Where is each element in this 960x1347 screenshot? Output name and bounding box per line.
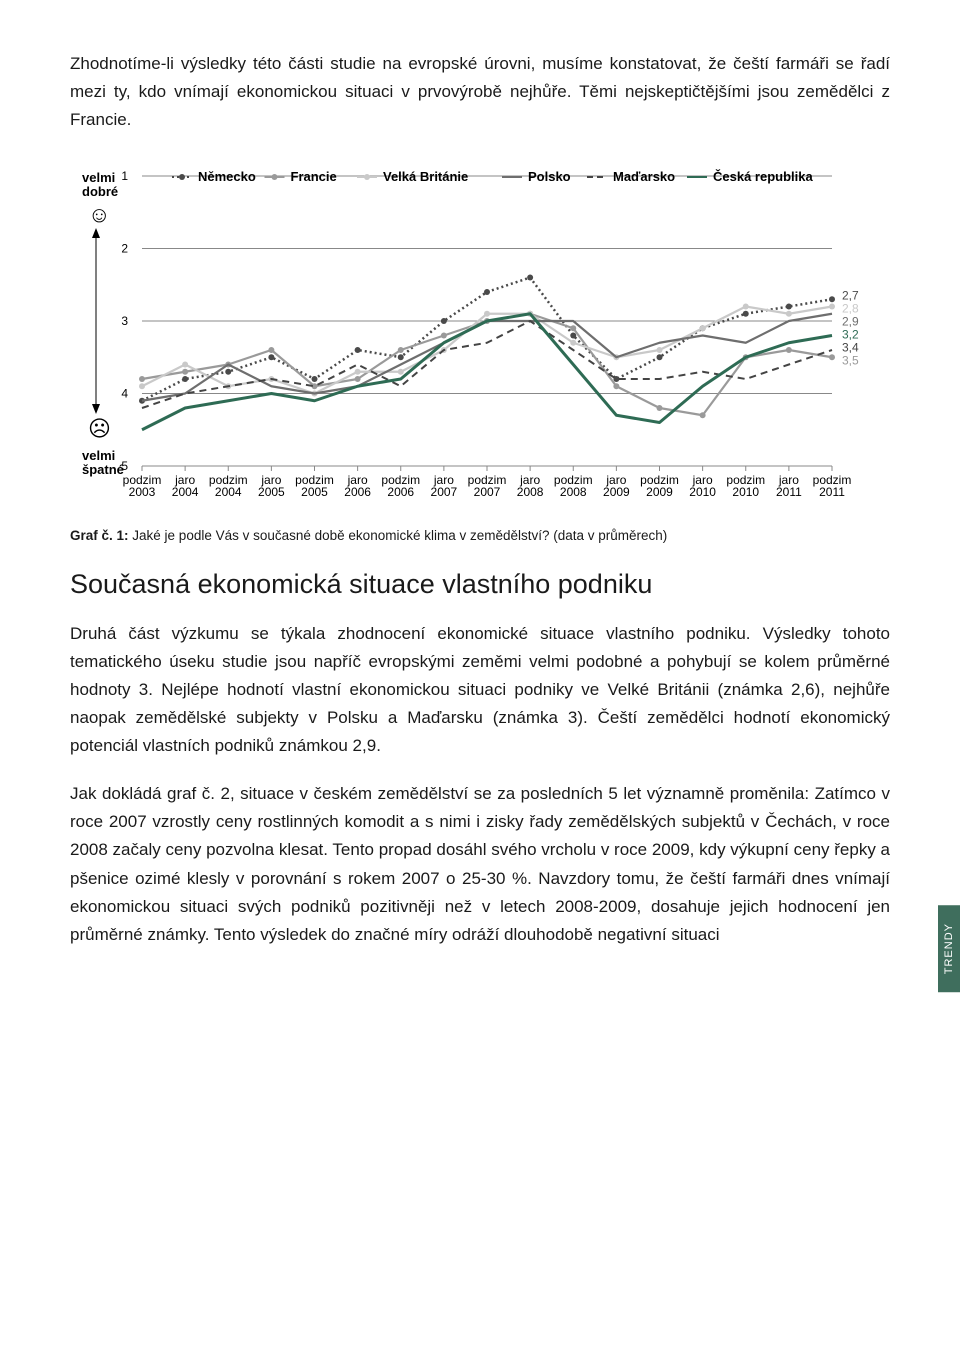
svg-text:dobré: dobré bbox=[82, 184, 118, 199]
svg-text:2005: 2005 bbox=[301, 485, 328, 499]
svg-text:Maďarsko: Maďarsko bbox=[613, 169, 675, 184]
caption-bold: Graf č. 1: bbox=[70, 528, 129, 543]
svg-text:2: 2 bbox=[121, 242, 128, 256]
svg-text:2009: 2009 bbox=[646, 485, 673, 499]
svg-text:2008: 2008 bbox=[560, 485, 587, 499]
svg-text:3,5: 3,5 bbox=[842, 353, 859, 367]
svg-text:1: 1 bbox=[121, 169, 128, 183]
svg-text:Francie: Francie bbox=[291, 169, 337, 184]
svg-text:5: 5 bbox=[121, 459, 128, 473]
svg-text:2007: 2007 bbox=[474, 485, 501, 499]
svg-text:4: 4 bbox=[121, 387, 128, 401]
svg-text:2010: 2010 bbox=[689, 485, 716, 499]
svg-text:☺: ☺ bbox=[88, 202, 110, 227]
intro-paragraph: Zhodnotíme-li výsledky této části studie… bbox=[70, 50, 890, 134]
svg-text:2011: 2011 bbox=[819, 485, 845, 499]
svg-text:2,9: 2,9 bbox=[842, 314, 859, 328]
svg-text:2010: 2010 bbox=[732, 485, 759, 499]
svg-text:2,8: 2,8 bbox=[842, 301, 859, 315]
svg-text:2006: 2006 bbox=[344, 485, 371, 499]
svg-text:Polsko: Polsko bbox=[528, 169, 571, 184]
svg-text:2006: 2006 bbox=[387, 485, 414, 499]
svg-text:2011: 2011 bbox=[776, 485, 802, 499]
svg-text:3,2: 3,2 bbox=[842, 327, 859, 341]
svg-text:2007: 2007 bbox=[431, 485, 458, 499]
svg-text:3,4: 3,4 bbox=[842, 340, 859, 354]
paragraph-3: Jak dokládá graf č. 2, situace v českém … bbox=[70, 780, 890, 948]
svg-text:2,7: 2,7 bbox=[842, 288, 859, 302]
svg-text:velmi: velmi bbox=[82, 448, 115, 463]
chart-svg: velmidobré☺☹velmišpatné12345podzim2003ja… bbox=[70, 158, 890, 518]
chart-caption: Graf č. 1: Jaké je podle Vás v současné … bbox=[70, 528, 890, 543]
side-tab-trendy: TRENDY bbox=[938, 905, 960, 992]
svg-text:3: 3 bbox=[121, 314, 128, 328]
section-heading: Současná ekonomická situace vlastního po… bbox=[70, 569, 890, 600]
chart-economic-climate: velmidobré☺☹velmišpatné12345podzim2003ja… bbox=[70, 158, 890, 518]
svg-text:Německo: Německo bbox=[198, 169, 256, 184]
svg-text:Velká Británie: Velká Británie bbox=[383, 169, 468, 184]
svg-text:špatné: špatné bbox=[82, 462, 124, 477]
svg-text:Česká republika: Česká republika bbox=[713, 169, 813, 184]
svg-text:2005: 2005 bbox=[258, 485, 285, 499]
svg-text:2003: 2003 bbox=[129, 485, 156, 499]
caption-text: Jaké je podle Vás v současné době ekonom… bbox=[129, 528, 668, 543]
svg-text:2004: 2004 bbox=[215, 485, 242, 499]
paragraph-2: Druhá část výzkumu se týkala zhodnocení … bbox=[70, 620, 890, 760]
svg-text:2004: 2004 bbox=[172, 485, 199, 499]
svg-text:2009: 2009 bbox=[603, 485, 630, 499]
svg-text:☹: ☹ bbox=[88, 416, 111, 441]
svg-text:velmi: velmi bbox=[82, 170, 115, 185]
svg-text:2008: 2008 bbox=[517, 485, 544, 499]
